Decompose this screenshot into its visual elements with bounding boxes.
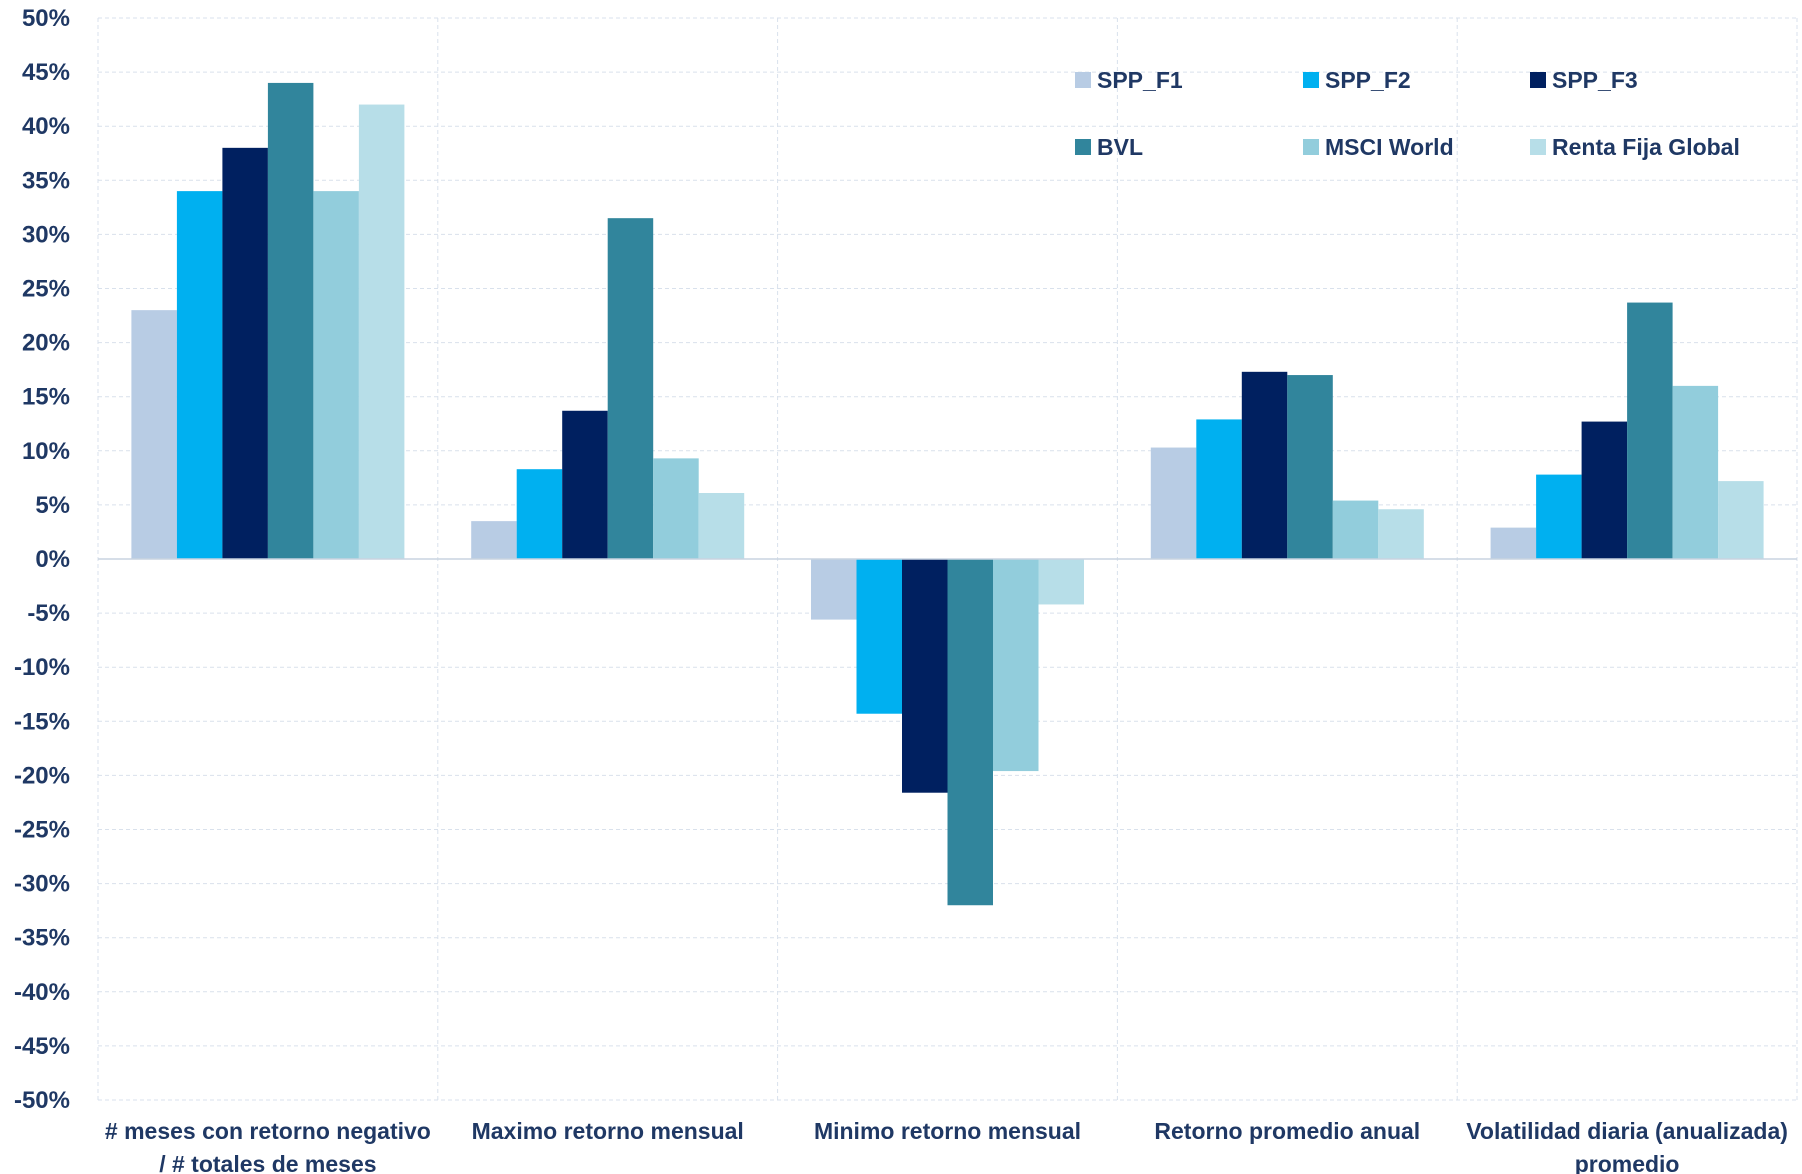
bar-spp-f2-0: [176, 191, 223, 559]
y-tick-label: -15%: [14, 708, 70, 735]
x-category-label: promedio: [1575, 1151, 1680, 1174]
y-tick-label: 45%: [22, 59, 70, 86]
legend-label: SPP_F3: [1552, 67, 1638, 93]
bar-spp-f3-2: [902, 559, 948, 793]
y-tick-label: 5%: [35, 492, 70, 519]
bar-renta-fija-global-0: [358, 104, 405, 559]
bar-spp-f2-4: [1536, 474, 1582, 559]
x-axis-category-labels: # meses con retorno negativo / # totales …: [105, 1118, 1788, 1174]
bar-spp-f3-1: [562, 410, 608, 559]
bar-spp-f2-3: [1196, 419, 1242, 559]
legend-label: MSCI World: [1325, 134, 1454, 160]
bar-spp-f1-0: [131, 310, 177, 559]
y-tick-label: 10%: [22, 438, 70, 465]
bars: [131, 82, 1764, 906]
x-category-label: # meses con retorno negativo: [105, 1118, 431, 1144]
bar-bvl-0: [267, 82, 314, 560]
bar-msci-world-1: [653, 458, 699, 559]
x-category-label: Retorno promedio anual: [1154, 1118, 1420, 1144]
legend-item: SPP_F1: [1075, 67, 1183, 93]
y-tick-label: 35%: [22, 167, 70, 194]
y-tick-label: -50%: [14, 1087, 70, 1114]
y-tick-label: -30%: [14, 871, 70, 898]
x-category-label: Maximo retorno mensual: [472, 1118, 744, 1144]
y-tick-label: 30%: [22, 221, 70, 248]
legend: SPP_F1 SPP_F2 SPP_F3 BVL MSCI World Renta Fij…: [1075, 67, 1740, 160]
legend-label: SPP_F1: [1097, 67, 1183, 93]
y-tick-label: 40%: [22, 113, 70, 140]
bar-spp-f1-4: [1490, 527, 1537, 559]
legend-item: MSCI World: [1303, 134, 1454, 160]
bar-spp-f1-2: [811, 559, 857, 620]
bar-spp-f1-3: [1150, 447, 1197, 559]
bar-msci-world-3: [1332, 500, 1379, 559]
bar-msci-world-4: [1672, 385, 1719, 559]
y-tick-label: -20%: [14, 762, 70, 789]
x-category-label: Minimo retorno mensual: [814, 1118, 1081, 1144]
y-tick-label: 20%: [22, 330, 70, 357]
legend-label: Renta Fija Global: [1552, 134, 1740, 160]
legend-swatch: [1303, 72, 1319, 88]
legend-item: SPP_F2: [1303, 67, 1411, 93]
bar-msci-world-0: [313, 191, 359, 559]
legend-swatch: [1303, 139, 1319, 155]
bar-renta-fija-global-3: [1378, 509, 1424, 559]
y-tick-label: 0%: [35, 546, 70, 573]
bar-spp-f1-1: [471, 521, 517, 559]
legend-label: BVL: [1097, 134, 1143, 160]
y-tick-label: -45%: [14, 1033, 70, 1060]
bar-spp-f3-0: [222, 147, 268, 559]
legend-swatch: [1075, 72, 1091, 88]
bar-bvl-1: [607, 218, 654, 560]
bar-bvl-2: [947, 559, 993, 906]
y-tick-label: 50%: [22, 5, 70, 32]
bar-bvl-3: [1287, 375, 1333, 559]
legend-swatch: [1530, 139, 1546, 155]
bar-spp-f2-2: [856, 559, 902, 714]
legend-swatch: [1075, 139, 1091, 155]
bar-renta-fija-global-1: [698, 492, 745, 559]
bar-spp-f3-4: [1581, 421, 1628, 559]
bar-msci-world-2: [993, 559, 1039, 772]
y-tick-label: -35%: [14, 925, 70, 952]
legend-label: SPP_F2: [1325, 67, 1411, 93]
bar-renta-fija-global-4: [1718, 481, 1764, 559]
y-tick-label: 15%: [22, 384, 70, 411]
x-category-label: Volatilidad diaria (anualizada): [1466, 1118, 1788, 1144]
bar-spp-f3-3: [1241, 371, 1288, 559]
y-axis-tick-labels: 50% 45% 40% 35% 30% 25% 20% 15% 10% 5% 0% -5% -10% -1…: [14, 5, 70, 1114]
y-tick-label: -5%: [27, 600, 70, 627]
legend-item: BVL: [1075, 134, 1143, 160]
bar-renta-fija-global-2: [1038, 559, 1084, 605]
legend-item: SPP_F3: [1530, 67, 1638, 93]
y-tick-label: -10%: [14, 654, 70, 681]
legend-item: Renta Fija Global: [1530, 134, 1740, 160]
legend-swatch: [1530, 72, 1546, 88]
y-tick-label: -40%: [14, 979, 70, 1006]
bar-bvl-4: [1627, 302, 1673, 559]
bar-spp-f2-1: [516, 469, 563, 559]
y-tick-label: -25%: [14, 817, 70, 844]
x-category-label: / # totales de meses: [159, 1151, 376, 1174]
y-tick-label: 25%: [22, 276, 70, 303]
